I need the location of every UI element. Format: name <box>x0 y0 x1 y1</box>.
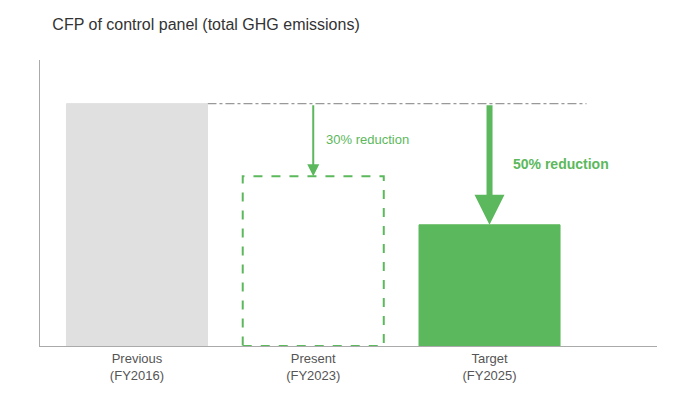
svg-text:Previous(FY2016): Previous(FY2016) <box>110 351 164 383</box>
svg-text:CFP of control panel (total GH: CFP of control panel (total GHG emission… <box>52 16 359 33</box>
svg-text:50% reduction: 50% reduction <box>513 156 609 172</box>
svg-text:30% reduction: 30% reduction <box>326 132 409 147</box>
svg-text:Target(FY2025): Target(FY2025) <box>462 351 516 383</box>
svg-text:Present(FY2023): Present(FY2023) <box>286 351 340 383</box>
